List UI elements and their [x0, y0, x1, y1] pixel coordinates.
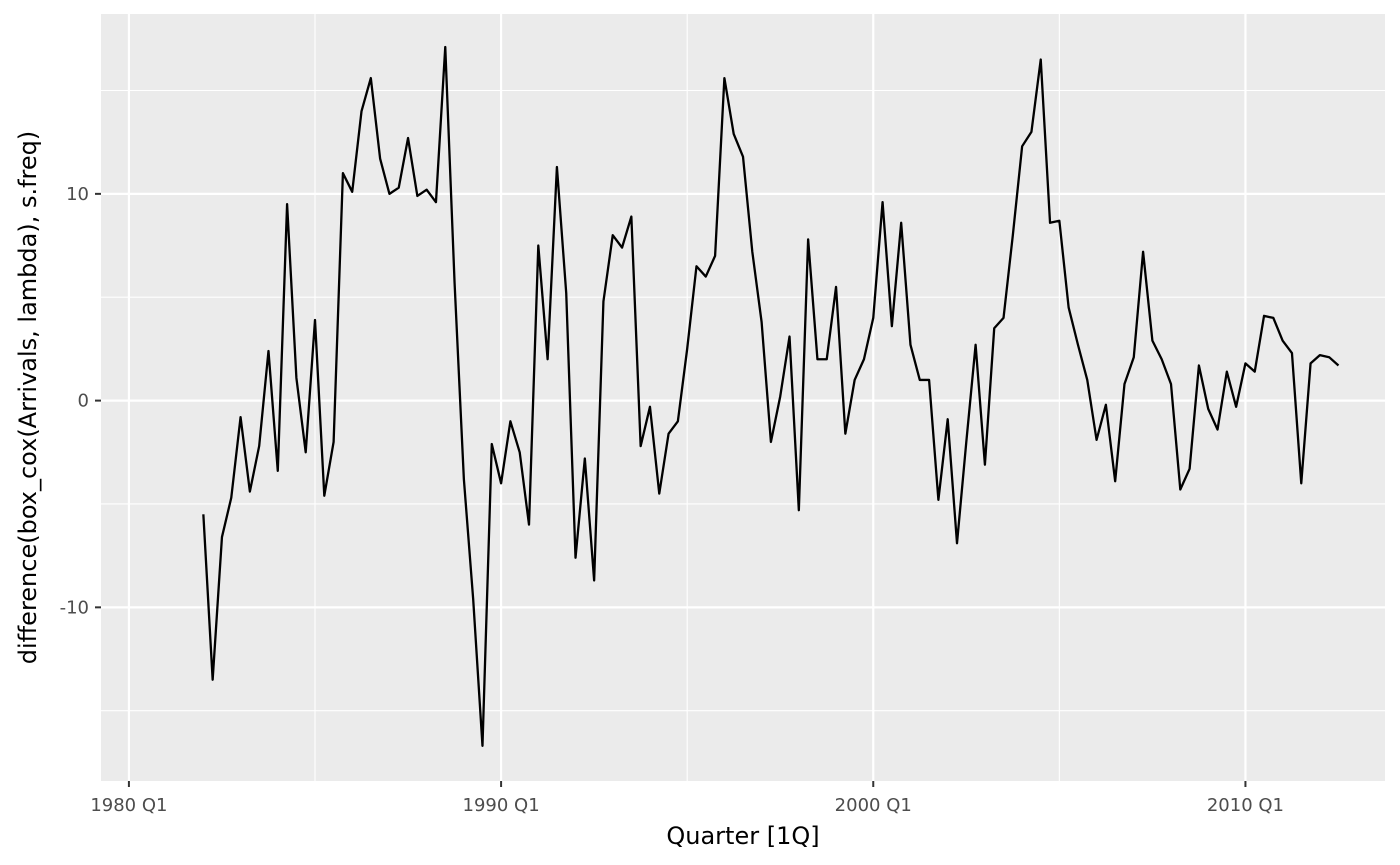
x-tick-labels: 1980 Q1 1990 Q1 2000 Q1 2010 Q1 — [90, 795, 1284, 816]
grid-major — [101, 14, 1385, 781]
y-axis-title: difference(box_cox(Arrivals, lambda), s.… — [14, 131, 42, 665]
axis-ticks — [95, 192, 1247, 787]
series-layer — [202, 45, 1340, 747]
y-tick-label: 0 — [78, 391, 89, 412]
series-line — [202, 45, 1340, 747]
y-tick-label: 10 — [66, 184, 89, 205]
grid-minor — [101, 14, 1385, 781]
y-tick-label: -10 — [60, 597, 89, 618]
x-tick-label: 1990 Q1 — [463, 795, 540, 816]
plot-panel — [101, 14, 1385, 781]
x-axis-title: Quarter [1Q] — [666, 822, 819, 850]
y-tick-labels: -10 0 10 — [60, 184, 89, 618]
x-tick-label: 1980 Q1 — [90, 795, 167, 816]
x-tick-label: 2010 Q1 — [1207, 795, 1284, 816]
x-tick-label: 2000 Q1 — [835, 795, 912, 816]
